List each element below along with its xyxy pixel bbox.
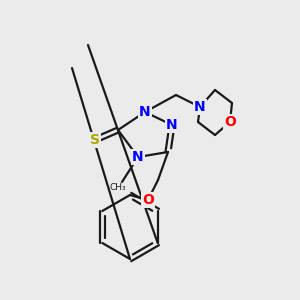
Text: S: S [90,133,100,147]
Text: N: N [194,100,206,114]
Text: CH₃: CH₃ [110,184,126,193]
Text: O: O [224,115,236,129]
Text: N: N [132,150,144,164]
Text: O: O [142,193,154,207]
Text: N: N [139,105,151,119]
Text: N: N [166,118,178,132]
